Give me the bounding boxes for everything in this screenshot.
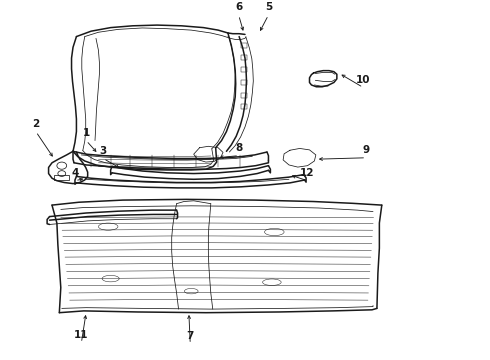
Bar bbox=[241, 104, 247, 109]
Text: 3: 3 bbox=[99, 145, 107, 156]
Text: 5: 5 bbox=[265, 2, 272, 12]
Bar bbox=[241, 67, 247, 72]
Text: 10: 10 bbox=[356, 75, 370, 85]
Text: 7: 7 bbox=[187, 331, 194, 341]
Bar bbox=[241, 43, 247, 48]
Bar bbox=[54, 175, 69, 180]
Text: 2: 2 bbox=[32, 119, 40, 129]
Text: 8: 8 bbox=[236, 143, 243, 153]
Text: 6: 6 bbox=[235, 2, 242, 12]
Text: 11: 11 bbox=[74, 330, 89, 340]
Bar bbox=[241, 55, 247, 60]
Text: 12: 12 bbox=[300, 168, 315, 178]
Text: 9: 9 bbox=[363, 145, 370, 155]
Text: 1: 1 bbox=[83, 128, 90, 138]
Bar bbox=[241, 93, 247, 98]
Bar bbox=[241, 80, 247, 85]
Text: 4: 4 bbox=[71, 168, 79, 178]
